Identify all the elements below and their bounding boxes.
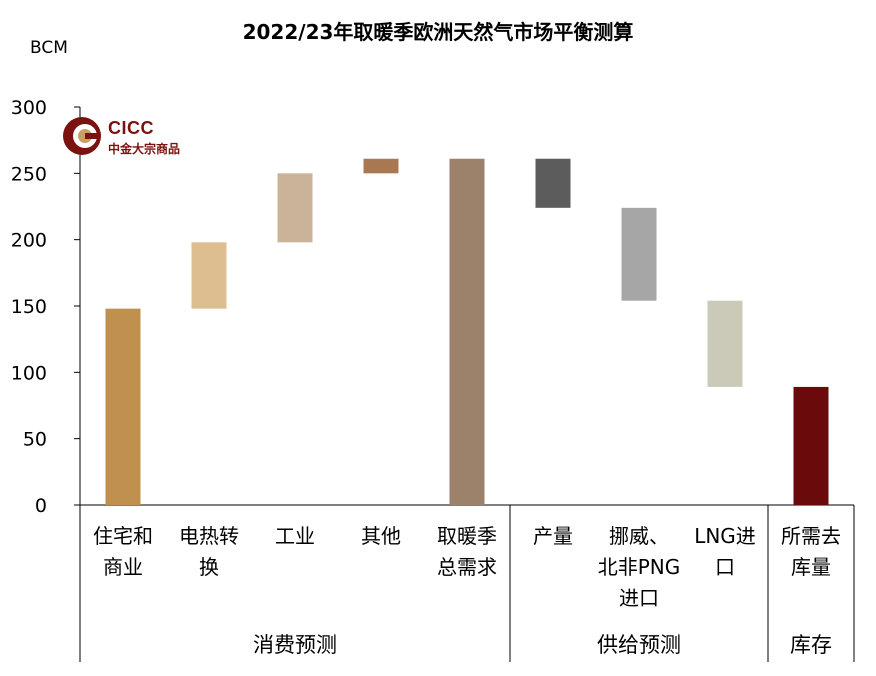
category-label: 产量 bbox=[533, 524, 573, 548]
category-label: 进口 bbox=[619, 586, 659, 610]
group-label: 供给预测 bbox=[597, 633, 681, 657]
category-label: 电热转 bbox=[179, 524, 239, 548]
bar-3 bbox=[277, 173, 313, 243]
category-label: 总需求 bbox=[437, 555, 497, 579]
bar-9 bbox=[793, 386, 829, 505]
bar-1 bbox=[105, 308, 141, 505]
cicc-logo-icon bbox=[63, 117, 101, 155]
category-label: 其他 bbox=[361, 524, 401, 548]
group-label: 消费预测 bbox=[253, 633, 337, 657]
category-label: 工业 bbox=[275, 524, 315, 548]
category-label: 换 bbox=[199, 555, 219, 579]
chart-title: 2022/23年取暖季欧洲天然气市场平衡测算 bbox=[242, 20, 634, 44]
category-label: 北非PNG bbox=[598, 555, 681, 579]
category-label: 取暖季 bbox=[437, 524, 497, 548]
y-tick-label: 50 bbox=[23, 429, 47, 451]
cicc-logo: CICC 中金大宗商品 bbox=[62, 116, 202, 160]
y-tick-label: 300 bbox=[11, 97, 47, 119]
bar-5 bbox=[449, 158, 485, 506]
logo-subtitle: 中金大宗商品 bbox=[108, 142, 181, 156]
group-label: 库存 bbox=[790, 633, 832, 657]
logo-name: CICC bbox=[108, 118, 154, 138]
y-tick-label: 200 bbox=[11, 230, 47, 252]
bar-2 bbox=[191, 242, 227, 309]
y-tick-label: 0 bbox=[35, 495, 47, 517]
category-label: 挪威、 bbox=[609, 524, 669, 548]
category-label: 商业 bbox=[103, 555, 143, 579]
y-axis-unit: BCM bbox=[30, 38, 68, 58]
bar-4 bbox=[363, 158, 399, 174]
y-tick-label: 100 bbox=[11, 362, 47, 384]
bar-8 bbox=[707, 300, 743, 387]
bar-7 bbox=[621, 207, 657, 301]
category-label: 住宅和 bbox=[93, 524, 153, 548]
category-label: 库量 bbox=[791, 555, 831, 579]
category-label: LNG进 bbox=[694, 524, 756, 548]
category-label: 口 bbox=[715, 555, 735, 579]
y-tick-label: 250 bbox=[11, 163, 47, 185]
category-label: 所需去 bbox=[781, 524, 841, 548]
y-tick-label: 150 bbox=[11, 296, 47, 318]
bar-6 bbox=[535, 158, 571, 208]
